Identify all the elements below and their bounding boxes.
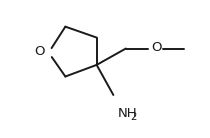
- Text: 2: 2: [131, 112, 137, 122]
- Text: O: O: [35, 45, 45, 58]
- Text: NH: NH: [118, 107, 137, 120]
- Text: O: O: [151, 41, 162, 54]
